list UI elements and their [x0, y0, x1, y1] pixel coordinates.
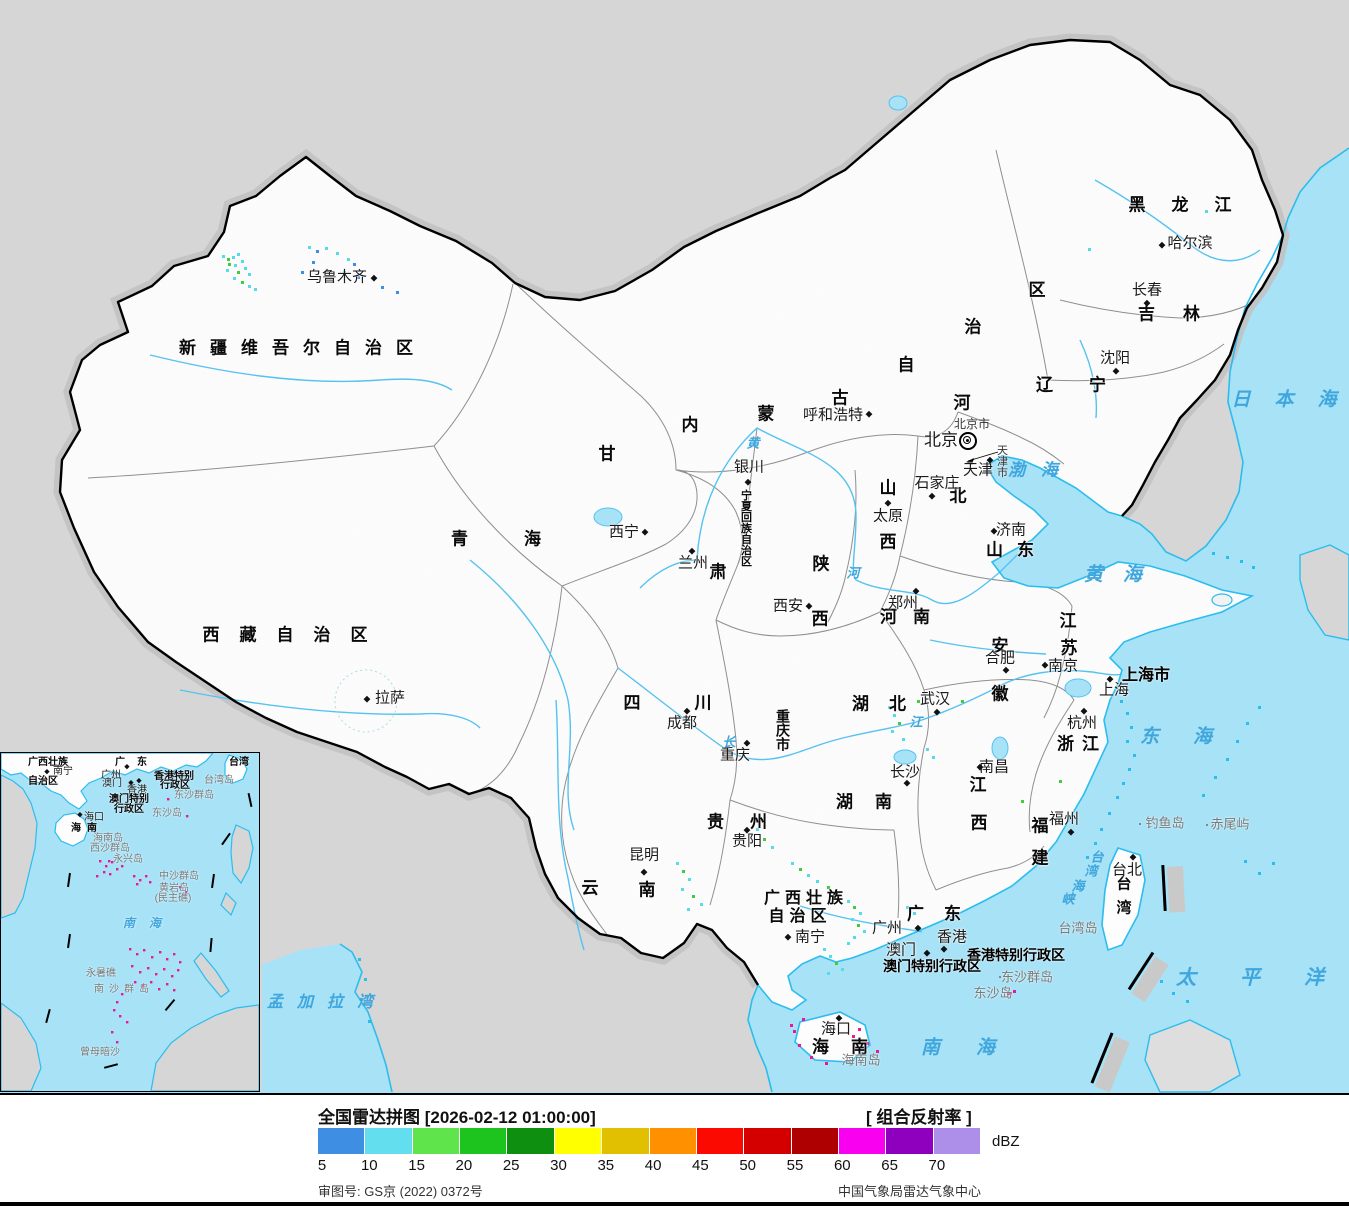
capital-marker [959, 432, 977, 450]
legend-color-segment [602, 1128, 649, 1154]
legend-color-segment [886, 1128, 933, 1154]
map-title: 全国雷达拼图 [2026-02-12 01:00:00] [318, 1108, 596, 1127]
legend-color-segment [838, 1128, 886, 1154]
rivers [149, 179, 1261, 951]
legend-panel: 全国雷达拼图 [2026-02-12 01:00:00] [ 组合反射率 ] 5… [0, 1095, 1349, 1208]
legend-color-segment [365, 1128, 412, 1154]
tiny-island-dots [999, 823, 1208, 994]
legend-color-segment [507, 1128, 554, 1154]
legend-tick-label: 35 [597, 1157, 615, 1174]
lakes [593, 95, 1092, 765]
inset-hainan [54, 812, 89, 847]
product-label: [ 组合反射率 ] [866, 1108, 972, 1127]
legend-tick-label: 30 [550, 1157, 567, 1174]
legend-color-segment [318, 1128, 365, 1154]
legend-tick-label: 55 [786, 1157, 804, 1174]
legend-tick-label: 20 [455, 1157, 473, 1174]
province-borders [87, 149, 1259, 937]
coastline [339, 147, 1349, 1093]
legend-tick-label: 40 [644, 1157, 662, 1174]
south-china-sea-inset: 广西壮族 自治区 南宁 广东 广州 澳门 香港 香港特别 行政区 澳门特别 行政区 台湾 台湾岛 东沙群岛… [0, 752, 260, 1092]
national-border [58, 38, 1285, 986]
inset-luzon [230, 824, 254, 885]
radar-range-ring [334, 669, 398, 733]
legend-tick-row: 5 10 15 20 25 30 35 40 45 50 55 60 65 70 [0, 1157, 1349, 1175]
legend-tick-label: 50 [739, 1157, 757, 1174]
legend-tick-label: 60 [833, 1157, 851, 1174]
inset-china-coast [1, 753, 214, 810]
inset-island-markers [96, 798, 189, 1044]
bay-of-bengal [262, 944, 392, 1092]
legend-color-segment [791, 1128, 838, 1154]
legend-color-segment [554, 1128, 602, 1154]
inset-palawan [193, 952, 230, 998]
map-license-number: 审图号: GS京 (2022) 0372号 [318, 1184, 483, 1199]
inset-taiwan [224, 754, 248, 784]
taiwan-island [1101, 847, 1146, 952]
legend-tick-label: 5 [317, 1157, 327, 1174]
legend-tick-label: 15 [408, 1157, 425, 1174]
legend-tick-label: 45 [692, 1157, 709, 1174]
legend-color-bar [318, 1128, 981, 1154]
legend-tick-label: 70 [928, 1157, 946, 1174]
inset-vietnam [1, 774, 38, 919]
legend-tick-label: 25 [502, 1157, 520, 1174]
hainan-island [794, 1011, 871, 1063]
inset-sw-land [1, 1002, 42, 1091]
tianjin-leader-arrow [966, 451, 999, 465]
legend-color-segment [744, 1128, 791, 1154]
legend-unit: dBZ [992, 1133, 1020, 1150]
credit-label: 中国气象局雷达气象中心 [837, 1184, 981, 1199]
inset-ph-island [220, 891, 237, 917]
legend-color-segment [933, 1128, 981, 1154]
legend-color-segment [460, 1128, 507, 1154]
radar-echoes [222, 210, 1208, 975]
legend-tick-label: 65 [881, 1157, 898, 1174]
bottom-frame-line [0, 1202, 1349, 1206]
kyushu-island [1299, 544, 1349, 641]
legend-tick-label: 10 [360, 1157, 378, 1174]
coastal-islets [358, 552, 1275, 1023]
inset-nine-dash-line [45, 792, 253, 1069]
luzon-island [1144, 1019, 1241, 1093]
legend-color-segment [412, 1128, 460, 1154]
legend-color-segment [696, 1128, 744, 1154]
island-markers [790, 990, 1016, 1065]
legend-color-segment [649, 1128, 696, 1154]
jeju-island [1211, 593, 1233, 607]
inset-canvas [1, 753, 259, 1091]
nine-dash-line [1090, 864, 1186, 1093]
inset-borneo [150, 1004, 259, 1091]
